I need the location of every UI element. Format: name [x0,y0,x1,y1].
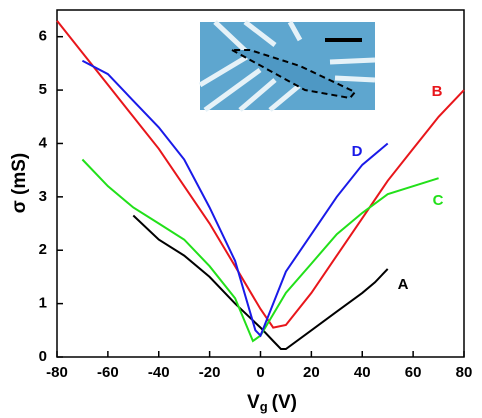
y-tick-label: 6 [39,28,47,45]
y-tick-label: 0 [39,348,47,365]
x-tick-label: -20 [199,364,221,381]
x-tick-label: -80 [46,364,68,381]
x-tick-label: 0 [256,364,264,381]
x-tick-label: 20 [303,364,320,381]
curve [132,214,389,350]
y-tick-label: 1 [39,295,47,312]
curve [81,59,389,338]
x-tick-label: -60 [97,364,119,381]
y-tick-label: 5 [39,81,47,98]
x-tick-label: -40 [148,364,170,381]
curve-label: B [432,83,443,100]
y-tick-label: 3 [39,188,47,205]
x-axis-title: Vg (V) [247,392,297,414]
curve-label: A [398,276,409,293]
inset-image [198,20,376,113]
x-tick-label: 40 [354,364,371,381]
curve-label: C [433,192,444,209]
y-tick-label: 4 [39,134,48,151]
curve [81,158,439,343]
curve-label: D [352,143,363,160]
y-tick-label: 2 [39,241,47,258]
x-tick-label: 80 [456,364,473,381]
x-tick-label: 60 [405,364,422,381]
y-axis-title: σ (mS) [9,153,30,214]
